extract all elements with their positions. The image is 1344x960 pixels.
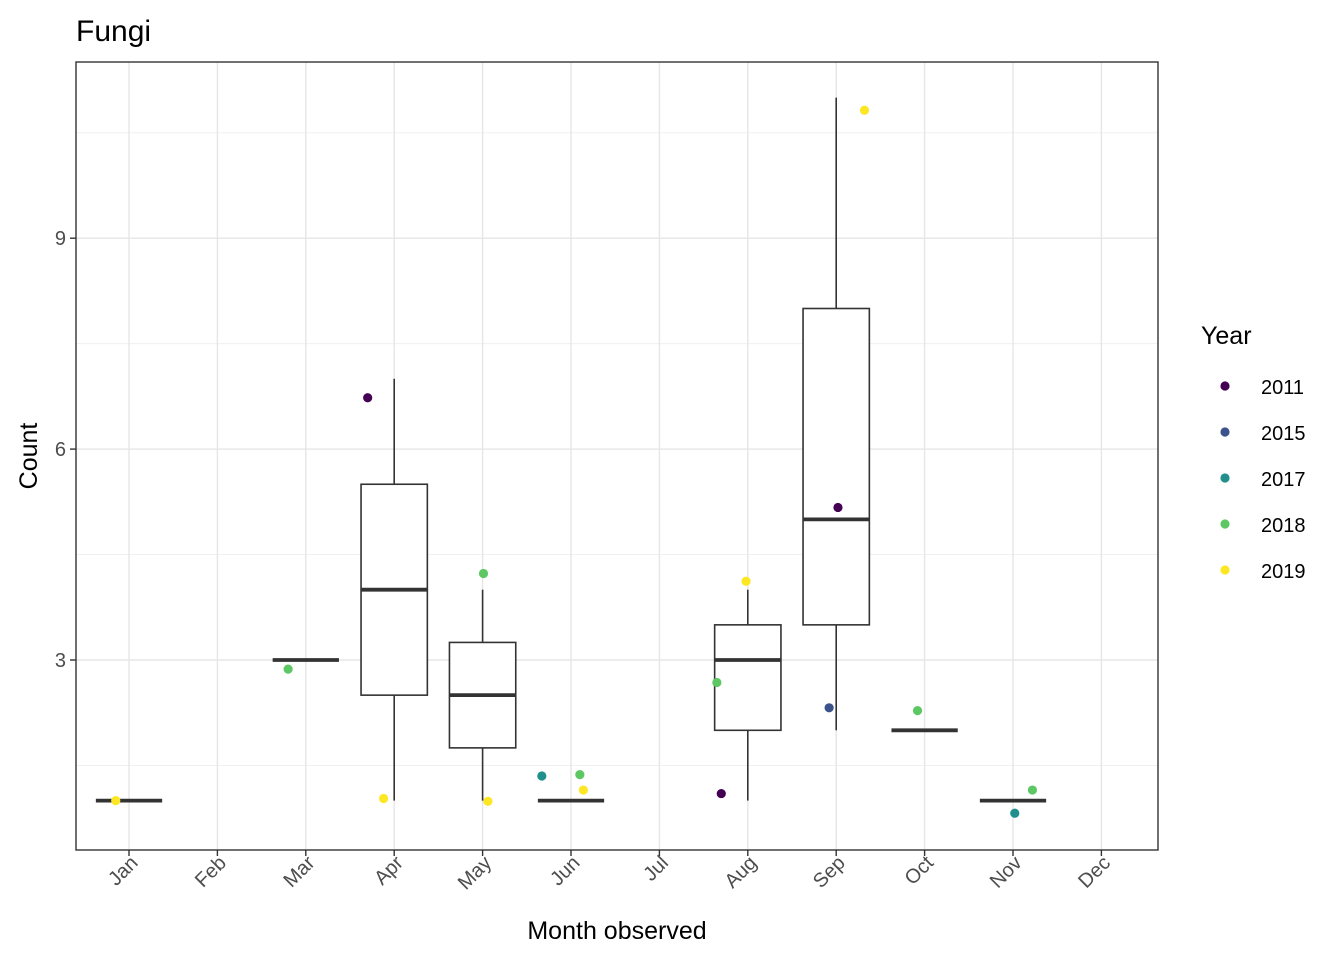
point-2011 [363, 393, 373, 403]
box [802, 307, 871, 626]
point-2019 [378, 793, 389, 804]
y-tick-label: 6 [55, 439, 66, 461]
legend-label-2015: 2015 [1261, 423, 1306, 445]
point-2019 [483, 796, 493, 806]
legend-label-2019: 2019 [1261, 561, 1306, 583]
boxplot-may [448, 589, 517, 801]
point-2017 [1010, 808, 1020, 818]
boxplot-sep [802, 97, 871, 731]
boxplots [95, 97, 1047, 803]
legend-key-2019 [1220, 565, 1230, 575]
point-2011 [716, 788, 726, 799]
y-tick-label: 3 [55, 650, 66, 672]
legend-label-2011: 2011 [1261, 377, 1304, 399]
point-2018 [478, 568, 489, 579]
legend-key-2015 [1220, 427, 1230, 437]
point-2015 [824, 703, 834, 713]
point-2019 [741, 576, 751, 586]
legend-label-2018: 2018 [1261, 515, 1306, 537]
chart-title: Fungi [76, 15, 151, 48]
data-points [111, 105, 1038, 818]
point-2018 [712, 677, 722, 688]
point-2019 [859, 105, 870, 115]
legend-key-2018 [1220, 519, 1230, 529]
legend: Year 2011 2015 2017 2018 2019 [1201, 322, 1306, 583]
point-2011 [833, 502, 843, 513]
point-2018 [283, 664, 293, 674]
plot-panel-border [75, 61, 1159, 851]
point-2018 [575, 769, 585, 780]
y-axis: 3 6 9 [55, 228, 76, 672]
x-axis-title: Month observed [527, 917, 706, 945]
grid [76, 62, 1158, 850]
point-2019 [111, 796, 121, 806]
legend-key-2017 [1220, 473, 1230, 483]
legend-label-2017: 2017 [1261, 469, 1306, 491]
point-2017 [537, 771, 547, 781]
point-2019 [578, 785, 588, 795]
legend-key-2011 [1220, 381, 1230, 391]
legend-title: Year [1201, 322, 1252, 350]
boxplot-apr [360, 378, 429, 801]
point-2018 [1027, 785, 1038, 795]
y-axis-title: Count [15, 423, 43, 490]
boxplot-aug [713, 589, 782, 801]
y-tick-label: 9 [55, 228, 66, 250]
box [713, 624, 782, 732]
point-2018 [912, 706, 923, 716]
